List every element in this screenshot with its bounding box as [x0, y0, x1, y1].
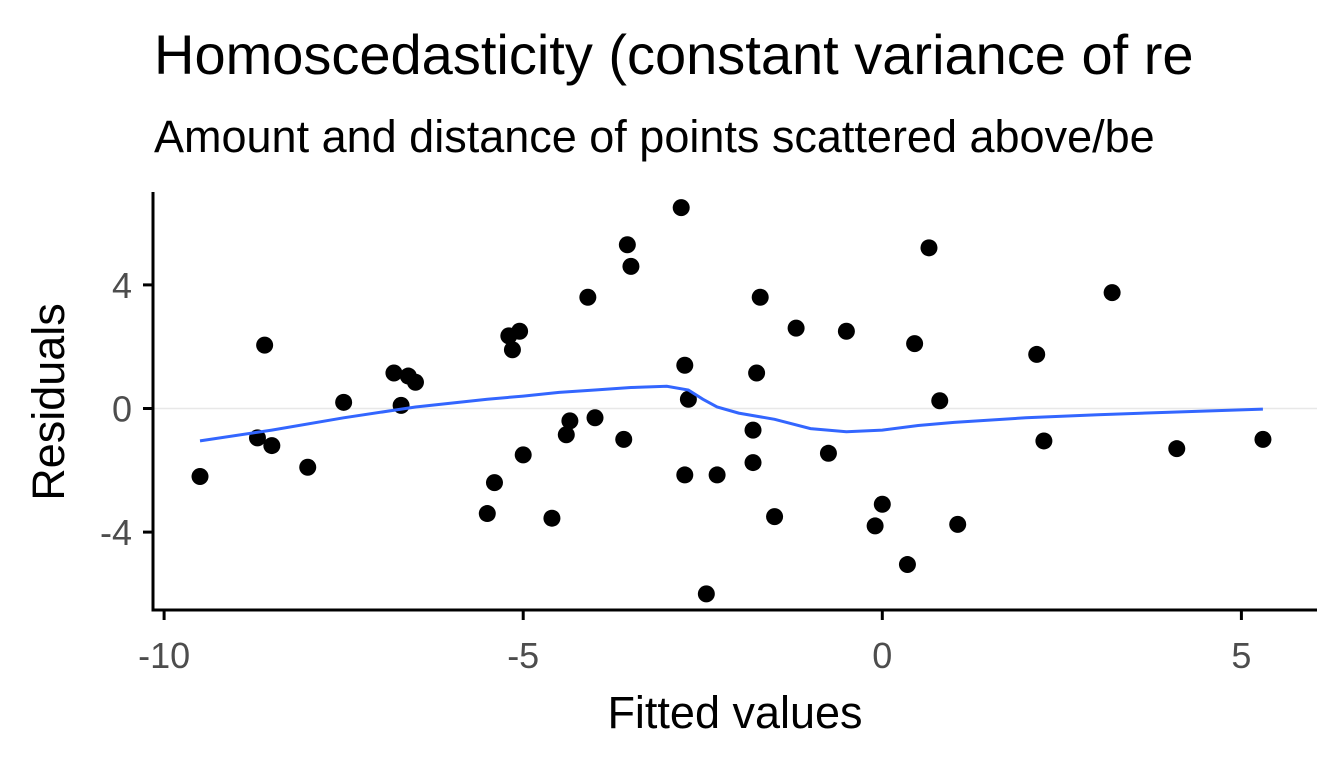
- data-point: [898, 556, 916, 574]
- chart-title: Homoscedasticity (constant variance of r…: [154, 23, 1194, 86]
- data-point: [1254, 430, 1272, 448]
- data-point: [557, 426, 575, 444]
- data-point: [335, 393, 353, 411]
- data-point: [873, 495, 891, 513]
- data-point: [679, 390, 697, 408]
- data-point: [622, 257, 640, 275]
- data-point: [744, 454, 762, 472]
- data-point: [744, 421, 762, 439]
- data-point: [676, 466, 694, 484]
- loess-smooth-line: [199, 384, 1263, 443]
- ticks-layer: -10 -5 0 5 4 0 -4: [100, 265, 1251, 676]
- data-point: [748, 364, 766, 382]
- data-point: [920, 239, 938, 257]
- data-point: [615, 430, 633, 448]
- data-point: [263, 437, 281, 455]
- data-point: [299, 458, 317, 476]
- data-point: [485, 474, 503, 492]
- data-point: [931, 392, 949, 410]
- x-axis-title: Fitted values: [607, 687, 862, 738]
- data-point: [949, 515, 967, 533]
- data-point: [256, 336, 274, 354]
- data-point: [1035, 432, 1053, 450]
- data-point: [787, 319, 805, 337]
- y-tick-label: 4: [112, 265, 132, 306]
- data-point: [672, 199, 690, 217]
- data-point: [503, 341, 521, 359]
- data-point: [618, 236, 636, 254]
- data-point: [676, 356, 694, 374]
- x-tick-label: 0: [872, 635, 892, 676]
- data-point: [1168, 440, 1186, 458]
- data-point: [514, 446, 532, 464]
- data-point: [837, 322, 855, 340]
- x-tick-label: -10: [138, 635, 190, 676]
- data-point: [543, 509, 561, 527]
- x-tick-label: 5: [1231, 635, 1251, 676]
- data-point: [478, 505, 496, 523]
- y-tick-label: -4: [100, 512, 132, 553]
- data-point: [385, 364, 403, 382]
- data-point: [579, 288, 597, 306]
- points-layer: [191, 199, 1272, 603]
- data-point: [1028, 345, 1046, 363]
- data-point: [1103, 284, 1121, 302]
- x-tick-label: -5: [507, 635, 539, 676]
- data-point: [766, 508, 784, 526]
- data-point: [906, 335, 924, 353]
- data-point: [191, 467, 209, 485]
- data-point: [406, 373, 424, 391]
- data-point: [819, 444, 837, 462]
- y-tick-label: 0: [112, 389, 132, 430]
- data-point: [561, 412, 579, 430]
- data-point: [697, 585, 715, 603]
- data-point: [586, 409, 604, 427]
- data-point: [708, 466, 726, 484]
- data-point: [511, 322, 529, 340]
- data-point: [866, 517, 884, 535]
- data-point: [751, 288, 769, 306]
- y-axis-title: Residuals: [23, 303, 74, 501]
- chart-subtitle: Amount and distance of points scattered …: [154, 111, 1155, 162]
